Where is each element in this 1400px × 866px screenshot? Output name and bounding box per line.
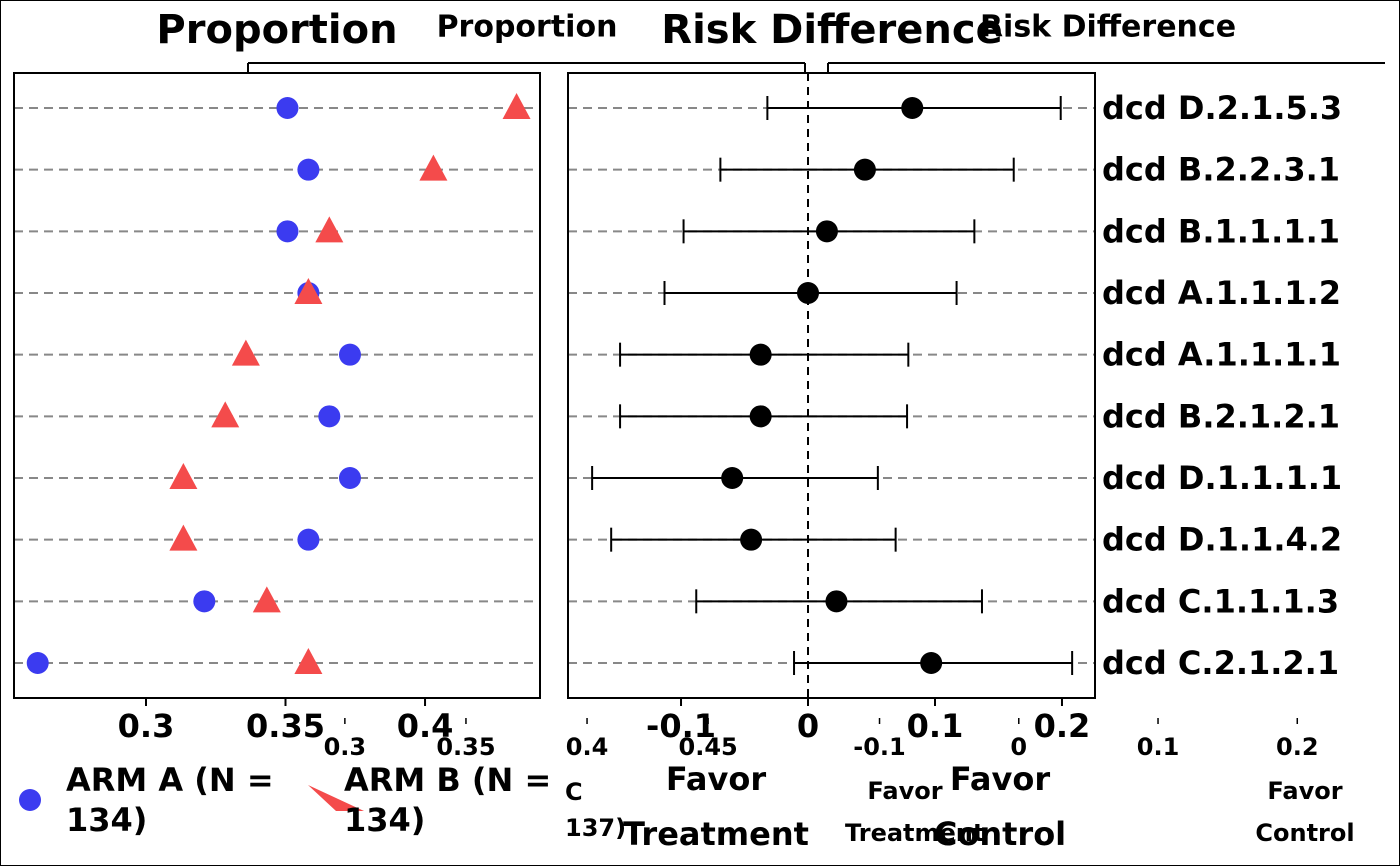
ghost-tick-label: 0.1 [1137,733,1180,761]
circle-marker [276,97,299,119]
circle-marker [193,590,216,613]
ghost-tick-label: 0.3 [324,733,367,761]
x-tick-label: -0.1 [646,707,716,745]
ghost-title: Proportion [437,10,618,45]
circle-marker [297,528,320,551]
x-tick-label: 0.35 [246,707,325,745]
x-tick-label: 0.3 [118,707,175,745]
row-label: dcd B.2.2.3.1 [1102,151,1340,189]
row-label: dcd B.1.1.1.1 [1102,212,1340,250]
point-estimate [797,282,820,304]
legend-marker [19,789,41,811]
row-label: dcd A.1.1.1.2 [1102,274,1341,312]
triangle-marker [294,278,323,304]
circle-marker [338,343,361,366]
triangle-marker [252,586,281,613]
row-label: dcd A.1.1.1.1 [1102,336,1341,374]
row-label: dcd B.2.1.2.1 [1102,397,1340,435]
point-estimate [740,528,763,551]
circle-marker [338,467,361,489]
ghost-tick-label: -0.1 [853,733,905,761]
legend-label: ARM A (N = 134) [66,761,274,839]
circle-marker [276,220,299,243]
x-tick-label: 0.1 [907,707,964,745]
legend-label: ARM B (N = 134) [344,761,552,839]
row-label: dcd D.1.1.1.1 [1102,459,1342,497]
ghost-tick-label: 0.4 [566,733,609,761]
ghost-legend: C 137) [565,778,627,842]
point-estimate [825,590,848,613]
row-label: dcd D.2.1.5.3 [1102,89,1342,127]
favor-label: Favor Treatment [623,760,809,853]
row-label: dcd D.1.1.4.2 [1102,521,1342,559]
triangle-marker [169,524,198,551]
row-label: dcd C.2.1.2.1 [1102,644,1339,682]
row-label: dcd C.1.1.1.3 [1102,582,1339,620]
panel-title: Proportion [156,7,397,53]
point-estimate [853,158,876,181]
x-tick-label: 0 [797,707,819,745]
triangle-marker [231,339,260,366]
point-estimate [749,343,772,366]
triangle-marker [419,154,448,181]
point-estimate [815,220,838,243]
point-estimate [920,652,943,674]
x-tick-label: 0.4 [397,707,454,745]
ghost-tick-label: 0.2 [1276,733,1319,761]
triangle-marker [211,401,240,428]
ghost-tick-label: 0.35 [436,733,495,761]
ghost-tick-label: 0 [1010,733,1027,761]
point-estimate [721,467,744,489]
triangle-marker [315,216,344,243]
legend-marker [308,785,364,811]
ghost-tick-label: 0.45 [679,733,738,761]
ghost-favor-label: Favor Treatment [845,777,985,847]
panel-frame [567,72,1096,699]
ghost-title: Risk Difference [980,10,1236,45]
favor-label: Favor Control [933,760,1067,853]
triangle-marker [294,648,323,674]
circle-marker [318,405,341,428]
circle-marker [297,158,320,181]
triangle-marker [169,463,198,489]
triangle-marker [502,93,531,119]
ghost-favor-label: Favor Control [1255,777,1355,847]
circle-marker [26,652,49,674]
point-estimate [901,97,924,119]
panel-frame [13,72,541,699]
x-tick-label: 0.2 [1034,707,1091,745]
point-estimate [749,405,772,428]
panel-title: Risk Difference [661,7,1002,53]
